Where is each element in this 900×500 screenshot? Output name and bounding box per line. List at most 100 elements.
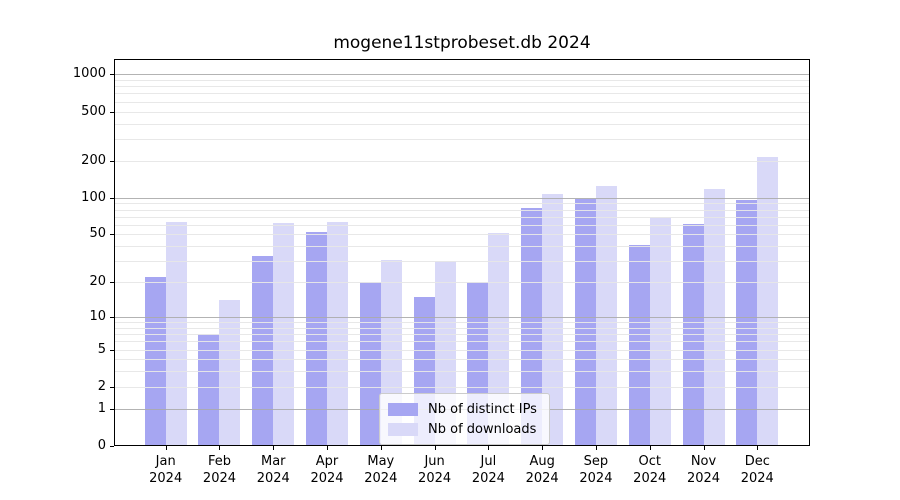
y-tick-label: 0 bbox=[97, 438, 106, 453]
legend-swatch-distinct-ips bbox=[388, 402, 418, 416]
x-tick-mark bbox=[434, 446, 436, 450]
gridline-minor bbox=[115, 111, 809, 113]
gridline-major bbox=[115, 74, 809, 76]
x-tick-label-apr: Apr 2024 bbox=[295, 453, 359, 487]
y-tick-label: 100 bbox=[81, 189, 106, 205]
year-label: 2024 bbox=[686, 471, 721, 486]
x-tick-mark bbox=[595, 446, 597, 450]
x-tick-label-feb: Feb 2024 bbox=[187, 453, 251, 487]
legend-swatch-downloads bbox=[388, 422, 418, 436]
chart-title: mogene11stprobeset.db 2024 bbox=[333, 33, 591, 53]
gridline-minor bbox=[115, 327, 809, 329]
y-tick-mark bbox=[110, 197, 114, 199]
legend-label-downloads: Nb of downloads bbox=[428, 421, 537, 437]
y-tick-mark bbox=[110, 234, 114, 236]
legend-label-distinct-ips: Nb of distinct IPs bbox=[428, 401, 537, 417]
bar-nb-of-distinct-ips-may bbox=[359, 282, 381, 445]
x-tick-mark bbox=[273, 446, 275, 450]
x-tick-mark bbox=[165, 446, 167, 450]
y-tick-mark bbox=[110, 160, 114, 162]
y-tick-label: 1 bbox=[97, 400, 106, 416]
gridline-minor bbox=[115, 138, 809, 140]
bar-nb-of-distinct-ips-feb bbox=[198, 334, 220, 445]
y-tick-mark bbox=[110, 446, 114, 447]
y-tick-label: 10 bbox=[89, 308, 106, 324]
month-label: Jun bbox=[424, 454, 445, 469]
gridline-minor bbox=[115, 216, 809, 218]
bar-nb-of-downloads-aug bbox=[542, 193, 564, 445]
month-label: Aug bbox=[529, 454, 555, 469]
gridline-minor bbox=[115, 386, 809, 388]
gridline-minor bbox=[115, 322, 809, 324]
gridline-major bbox=[115, 197, 809, 199]
bar-nb-of-distinct-ips-oct bbox=[628, 244, 650, 445]
x-tick-label-mar: Mar 2024 bbox=[241, 453, 305, 487]
x-tick-label-dec: Dec 2024 bbox=[725, 453, 789, 487]
y-tick-mark bbox=[110, 386, 114, 388]
y-tick-mark bbox=[110, 349, 114, 351]
y-tick-mark bbox=[110, 316, 114, 318]
year-label: 2024 bbox=[525, 471, 559, 486]
y-tick-label: 1000 bbox=[72, 66, 106, 82]
gridline-minor bbox=[115, 203, 809, 205]
bar-nb-of-downloads-mar bbox=[273, 223, 295, 445]
gridline-minor bbox=[115, 160, 809, 162]
x-tick-mark bbox=[542, 446, 544, 450]
month-label: Apr bbox=[315, 454, 339, 469]
gridline-minor bbox=[115, 246, 809, 248]
x-tick-label-nov: Nov 2024 bbox=[672, 453, 736, 487]
bar-nb-of-downloads-jan bbox=[165, 222, 187, 445]
gridline-minor bbox=[115, 86, 809, 88]
year-label: 2024 bbox=[740, 471, 774, 486]
legend-row-distinct-ips: Nb of distinct IPs bbox=[388, 399, 537, 419]
gridline-minor bbox=[115, 101, 809, 103]
gridline-minor bbox=[115, 261, 809, 263]
legend: Nb of distinct IPs Nb of downloads bbox=[379, 393, 550, 445]
y-tick-label: 5 bbox=[97, 341, 106, 357]
bar-nb-of-downloads-dec bbox=[757, 156, 779, 445]
gridline-minor bbox=[115, 282, 809, 284]
x-tick-label-sep: Sep 2024 bbox=[564, 453, 628, 487]
y-tick-mark bbox=[110, 282, 114, 284]
year-label: 2024 bbox=[364, 471, 398, 486]
x-tick-label-jul: Jul 2024 bbox=[456, 453, 520, 487]
gridline-minor bbox=[115, 359, 809, 361]
y-tick-label: 200 bbox=[81, 152, 106, 168]
bar-nb-of-downloads-apr bbox=[327, 222, 349, 445]
gridline-major bbox=[115, 316, 809, 318]
year-label: 2024 bbox=[633, 471, 667, 486]
y-tick-label: 20 bbox=[89, 274, 106, 290]
y-tick-mark bbox=[110, 74, 114, 76]
month-label: May bbox=[367, 454, 395, 469]
bar-nb-of-distinct-ips-sep bbox=[574, 198, 596, 445]
gridline-minor bbox=[115, 349, 809, 351]
x-tick-mark bbox=[380, 446, 382, 450]
year-label: 2024 bbox=[418, 471, 452, 486]
gridline-minor bbox=[115, 341, 809, 343]
gridline-minor bbox=[115, 334, 809, 336]
month-label: Dec bbox=[744, 454, 770, 469]
year-label: 2024 bbox=[256, 471, 290, 486]
month-label: Oct bbox=[638, 454, 661, 469]
bar-nb-of-distinct-ips-jan bbox=[144, 277, 166, 445]
y-tick-mark bbox=[110, 111, 114, 113]
bar-nb-of-distinct-ips-aug bbox=[521, 208, 543, 445]
x-tick-label-may: May 2024 bbox=[349, 453, 413, 487]
gridline-minor bbox=[115, 79, 809, 81]
year-label: 2024 bbox=[471, 471, 505, 486]
bar-nb-of-downloads-sep bbox=[595, 185, 617, 445]
bar-nb-of-distinct-ips-apr bbox=[306, 232, 328, 445]
month-label: Nov bbox=[690, 454, 717, 469]
y-tick-label: 50 bbox=[89, 226, 106, 242]
gridline-minor bbox=[115, 224, 809, 226]
month-label: Mar bbox=[260, 454, 286, 469]
month-label: Jul bbox=[480, 454, 497, 469]
x-tick-mark bbox=[219, 446, 221, 450]
bar-nb-of-distinct-ips-mar bbox=[252, 256, 274, 445]
plot-area: Nb of distinct IPs Nb of downloads 1000 5… bbox=[73, 59, 810, 486]
x-tick-label-jun: Jun 2024 bbox=[403, 453, 467, 487]
gridline-minor bbox=[115, 234, 809, 236]
legend-row-downloads: Nb of downloads bbox=[388, 419, 537, 439]
x-tick-label-jan: Jan 2024 bbox=[134, 453, 198, 487]
bar-nb-of-downloads-jul bbox=[488, 233, 510, 445]
